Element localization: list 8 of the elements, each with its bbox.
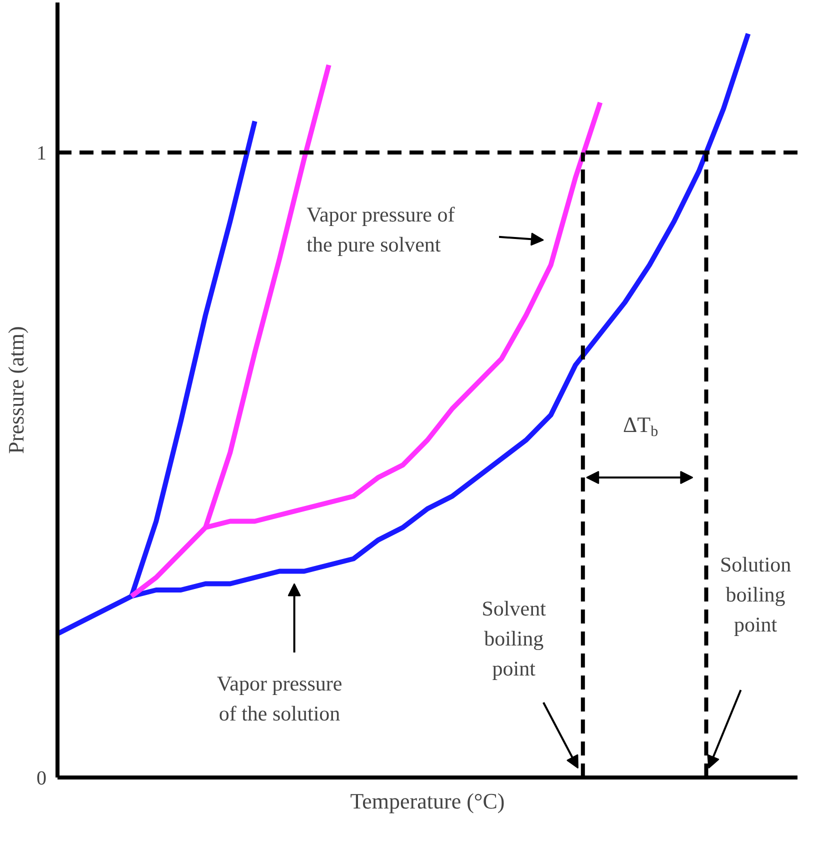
y-axis-title: Pressure (atm) <box>4 326 28 454</box>
annotation: Vapor pressure of the pure solvent <box>306 202 455 256</box>
y-tick-label: 1 <box>36 142 46 164</box>
annotation: Vapor pressure of the solution <box>216 671 342 726</box>
x-axis-title: Temperature (°C) <box>350 788 505 814</box>
annotation: Solvent boiling point <box>482 596 546 680</box>
y-tick-label: 0 <box>36 768 46 790</box>
annotation: Solution boiling point <box>720 552 792 636</box>
